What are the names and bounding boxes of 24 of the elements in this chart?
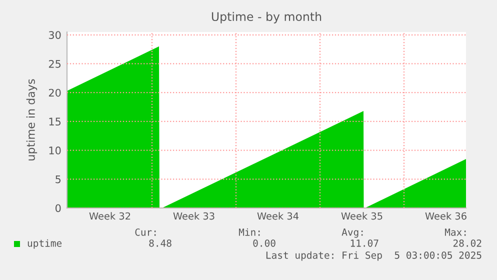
legend-label: uptime: [28, 239, 62, 249]
y-tick-label: 0: [56, 204, 61, 212]
y-axis-title: uptime in days: [26, 79, 38, 160]
x-tick-label: Week 36: [425, 212, 466, 220]
text: 11.07: [350, 239, 378, 247]
y-tick-label: 20: [48, 88, 61, 97]
text: 28.02: [453, 239, 482, 247]
y-tick-label: 5: [56, 176, 61, 184]
text: Avg:: [342, 228, 363, 238]
text: Cur:: [135, 228, 156, 236]
x-tick-label: Week 33: [173, 212, 214, 220]
y-tick-label: 25: [48, 60, 61, 68]
x-tick-label: Week 35: [341, 212, 382, 220]
x-tick-label: Week 32: [89, 212, 130, 220]
text: 0.00: [253, 239, 276, 247]
x-tick-label: Week 34: [257, 212, 299, 220]
text: Max:: [444, 228, 466, 236]
text: 8.48: [149, 239, 172, 247]
chart-title: Uptime - by month: [212, 12, 322, 24]
text: Min:: [238, 228, 260, 236]
y-tick-label: 10: [49, 146, 61, 154]
y-tick-label: 30: [48, 31, 61, 39]
y-tick-label: 15: [49, 118, 61, 126]
text: Last update: Fri Sep 5 03:00:05 2025: [266, 251, 482, 261]
